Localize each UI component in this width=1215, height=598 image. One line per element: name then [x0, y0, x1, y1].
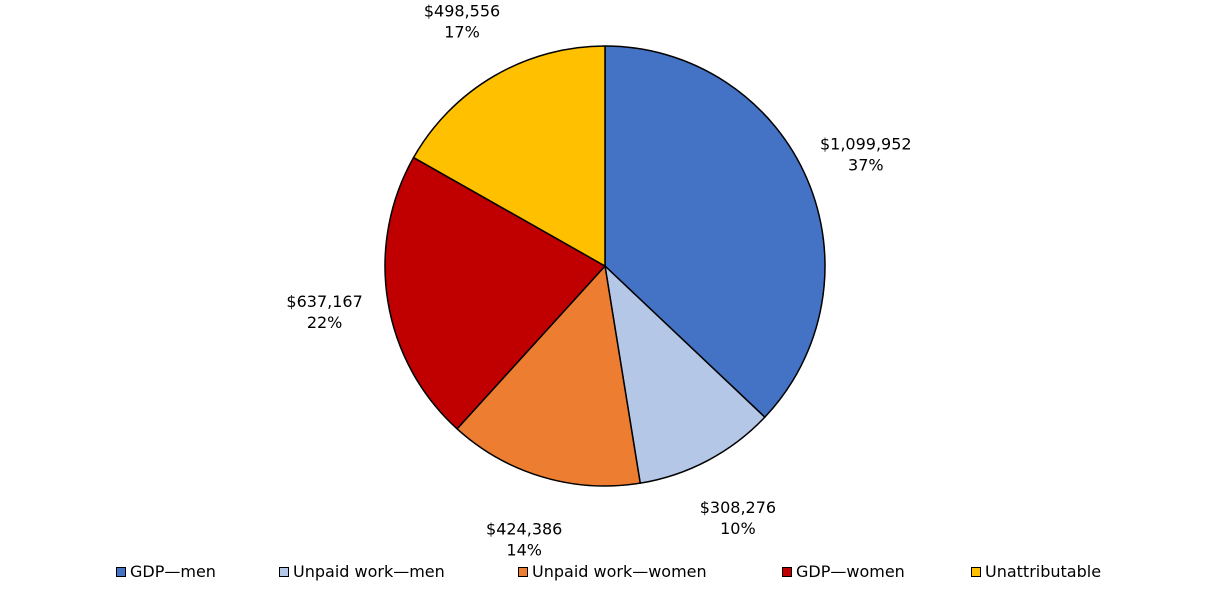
data-label: $424,386 14% [486, 519, 562, 559]
legend-item-gdp-women: GDP—women [782, 562, 905, 581]
data-label: $637,167 22% [286, 292, 362, 332]
legend-item-unpaid-work-men: Unpaid work—men [279, 562, 445, 581]
pie-slice [384, 156, 606, 430]
data-label-value: $424,386 [486, 519, 562, 538]
legend-label: Unpaid work—men [293, 562, 445, 581]
legend-label: Unattributable [985, 562, 1102, 581]
legend-label: GDP—men [130, 562, 216, 581]
legend-swatch [782, 566, 792, 577]
legend-label: GDP—women [796, 562, 905, 581]
legend-swatch [279, 566, 289, 577]
data-label-percent: 37% [848, 156, 884, 175]
data-label-value: $637,167 [286, 292, 362, 311]
pie-slice [412, 45, 606, 267]
legend-item-unpaid-work-women: Unpaid work—women [518, 562, 707, 581]
legend: GDP—men Unpaid work—men Unpaid work—wome… [0, 562, 1215, 586]
data-label: $498,556 17% [424, 2, 500, 42]
legend-item-gdp-men: GDP—men [116, 562, 216, 581]
pie-labels: $1,099,952 37% $308,276 10% $424,386 14% $637,… [286, 2, 911, 560]
pie-slice [604, 45, 826, 418]
data-label-value: $498,556 [424, 2, 500, 21]
data-label: $1,099,952 37% [820, 135, 912, 175]
legend-swatch [971, 566, 981, 577]
pie-chart: $1,099,952 37% $308,276 10% $424,386 14% $637,… [286, 2, 911, 560]
data-label-percent: 10% [720, 519, 756, 538]
data-label-percent: 22% [307, 313, 343, 332]
legend-label: Unpaid work—women [532, 562, 707, 581]
legend-swatch [518, 566, 528, 577]
data-label-percent: 14% [506, 540, 542, 559]
data-label: $308,276 10% [700, 498, 776, 538]
pie-slice [456, 265, 641, 487]
data-label-value: $1,099,952 [820, 135, 912, 154]
data-label-percent: 17% [444, 23, 480, 42]
pie-slice [604, 265, 766, 484]
pie-slices [384, 45, 826, 487]
legend-swatch [116, 566, 126, 577]
legend-item-unattributable: Unattributable [971, 562, 1101, 581]
data-label-value: $308,276 [700, 498, 776, 517]
